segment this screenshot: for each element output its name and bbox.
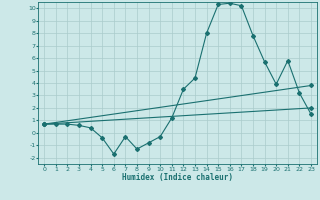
X-axis label: Humidex (Indice chaleur): Humidex (Indice chaleur): [122, 173, 233, 182]
